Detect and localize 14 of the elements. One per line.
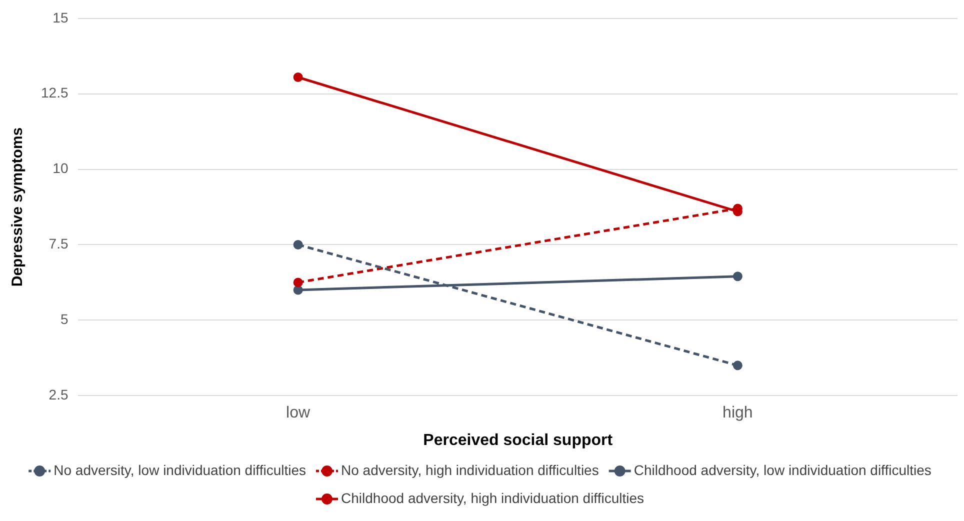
x-tick-label: low xyxy=(286,404,311,422)
legend-label: Childhood adversity, low individuation difficulties xyxy=(634,462,932,478)
y-tick-label: 7.5 xyxy=(48,236,68,252)
legend-label: No adversity, high individuation difficulties xyxy=(341,462,599,478)
legend-label: No adversity, low individuation difficulties xyxy=(54,462,306,478)
y-tick-label: 10 xyxy=(52,160,68,176)
x-tick-label: high xyxy=(722,404,753,422)
y-tick-label: 5 xyxy=(60,311,68,328)
y-tick-label: 15 xyxy=(52,9,68,26)
x-axis-title: Perceived social support xyxy=(423,432,614,449)
y-tick-label: 12.5 xyxy=(41,84,68,101)
y-tick-label: 2.5 xyxy=(48,386,68,402)
y-axis-title: Depressive symptoms xyxy=(9,127,26,287)
legend-label: Childhood adversity, high individuation difficulties xyxy=(341,490,644,506)
